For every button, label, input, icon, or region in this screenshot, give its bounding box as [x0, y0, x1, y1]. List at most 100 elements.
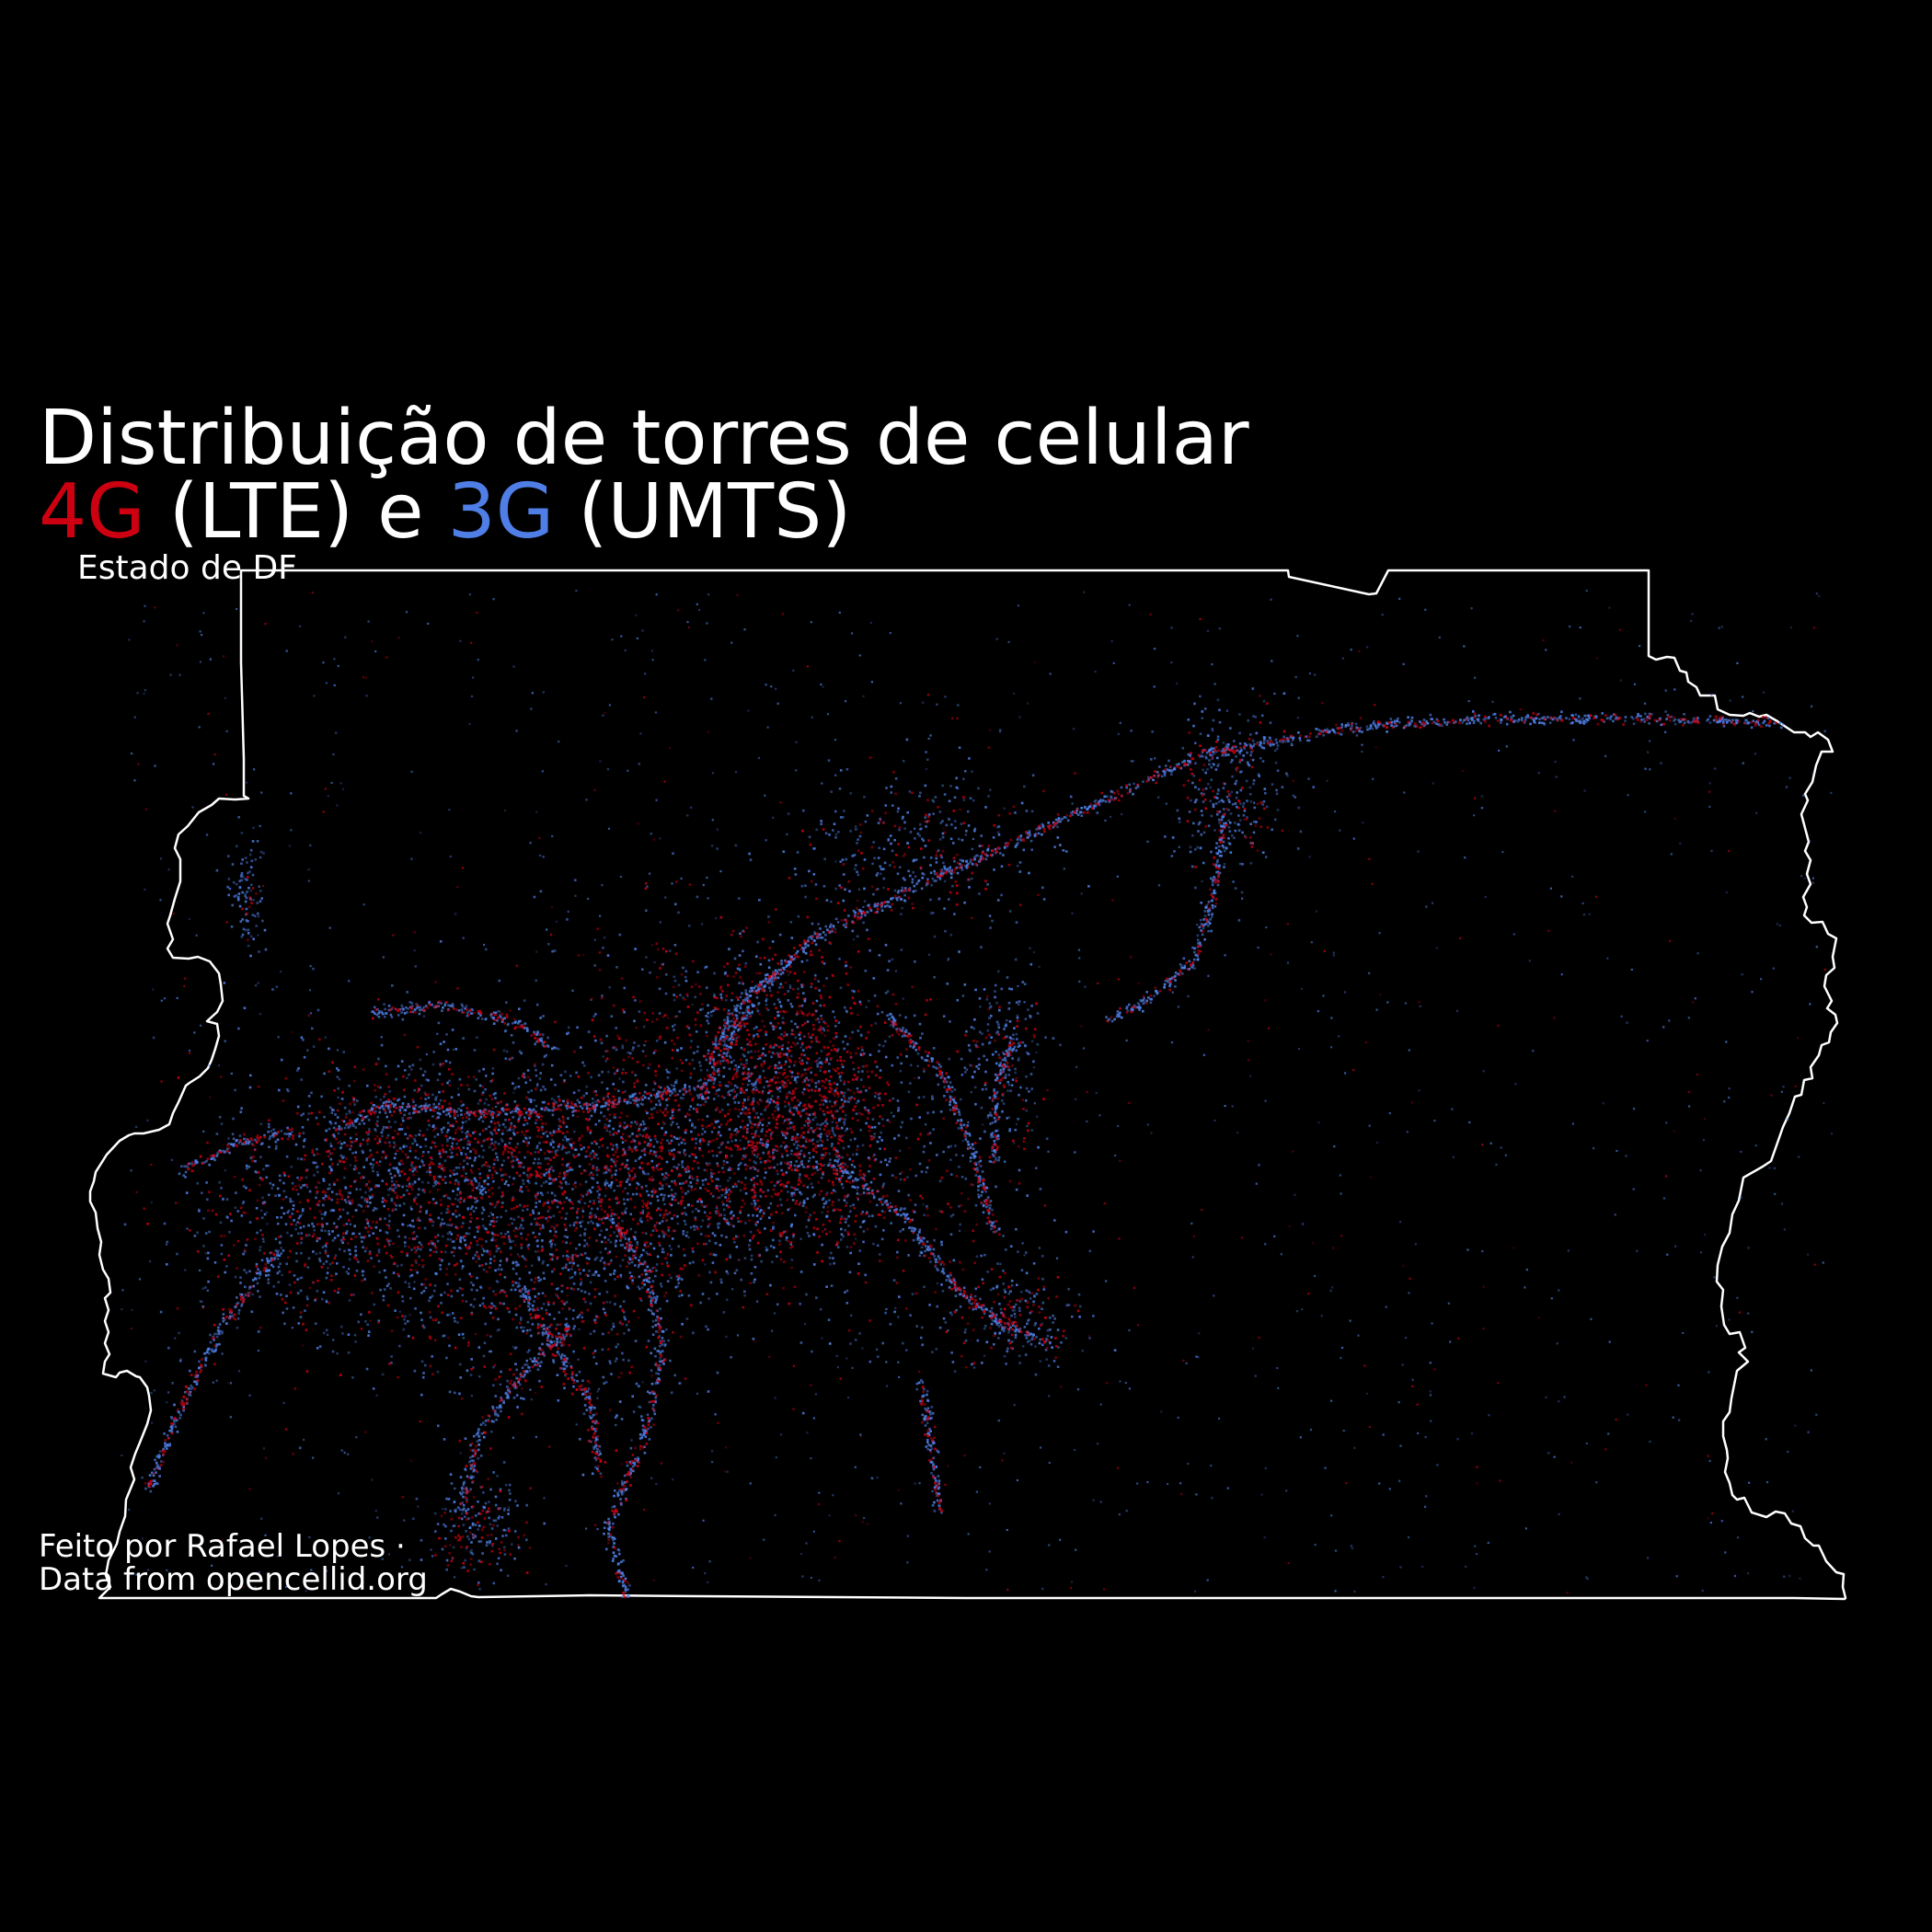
tower-dot [382, 1125, 385, 1129]
tower-dot [1052, 1321, 1054, 1324]
tower-dot [1193, 702, 1196, 706]
tower-dot [1008, 1128, 1012, 1131]
tower-dot [920, 887, 924, 891]
tower-dot [337, 1163, 339, 1166]
tower-dot [940, 1283, 943, 1286]
tower-dot [545, 1171, 548, 1175]
tower-dot [1028, 871, 1030, 875]
tower-dot [558, 1311, 561, 1314]
tower-dot [804, 951, 808, 955]
tower-dot [519, 1203, 522, 1207]
tower-dot [612, 1046, 615, 1050]
tower-dot [328, 1233, 331, 1236]
tower-dot [772, 1225, 775, 1228]
tower-dot [259, 1156, 262, 1158]
tower-dot [1064, 1230, 1068, 1234]
tower-dot [583, 1291, 587, 1294]
tower-dot [1025, 1098, 1028, 1102]
tower-dot [833, 1261, 835, 1265]
tower-dot [873, 1153, 876, 1156]
tower-dot [511, 1056, 514, 1060]
tower-dot [1213, 763, 1215, 766]
tower-dot [949, 1097, 952, 1100]
tower-dot [444, 1150, 448, 1154]
tower-dot [1092, 1315, 1095, 1317]
tower-dot [569, 1224, 572, 1227]
tower-dot [878, 1050, 880, 1052]
tower-dot [382, 1294, 385, 1298]
tower-dot [477, 1559, 481, 1562]
tower-dot [460, 1104, 464, 1108]
tower-dot [420, 1084, 423, 1087]
tower-dot [880, 1160, 882, 1164]
tower-dot [771, 1052, 775, 1054]
tower-dot [501, 1535, 504, 1537]
tower-dot [367, 1133, 370, 1136]
tower-dot [733, 1084, 737, 1087]
tower-dot [1028, 1090, 1030, 1093]
tower-dot [282, 1190, 286, 1193]
tower-dot [659, 1244, 661, 1248]
tower-dot [719, 1081, 721, 1084]
tower-dot [1034, 1322, 1037, 1325]
tower-dot [650, 1242, 652, 1246]
tower-dot [701, 1133, 704, 1136]
tower-dot [789, 1121, 792, 1124]
tower-dot [647, 1066, 650, 1070]
tower-dot [644, 1172, 647, 1176]
tower-dot [793, 1078, 797, 1081]
tower-dot [476, 1243, 479, 1247]
tower-dot [898, 1149, 902, 1153]
tower-dot [943, 793, 947, 796]
tower-dot [477, 1230, 479, 1233]
tower-dot [1087, 885, 1090, 888]
tower-dot [545, 1308, 548, 1312]
tower-dot [255, 1207, 259, 1210]
tower-dot [278, 1088, 281, 1092]
tower-dot [450, 1233, 454, 1236]
tower-dot [755, 955, 758, 959]
tower-dot [772, 1238, 775, 1242]
tower-dot [477, 1069, 481, 1073]
tower-dot [1238, 713, 1241, 716]
tower-dot [541, 1224, 545, 1227]
tower-dot [416, 1144, 419, 1146]
tower-dot [388, 1141, 391, 1144]
tower-dot [478, 1264, 481, 1268]
tower-dot [676, 1284, 680, 1288]
tower-dot [1239, 747, 1243, 750]
tower-dot [748, 1248, 752, 1251]
tower-dot [768, 1102, 771, 1105]
tower-dot [828, 1070, 831, 1073]
tower-dot [765, 977, 767, 980]
tower-dot [806, 1197, 810, 1201]
tower-dot [832, 1132, 835, 1135]
tower-dot [821, 936, 824, 939]
tower-dot [283, 1322, 286, 1326]
tower-dot [242, 927, 246, 931]
tower-dot [914, 889, 917, 892]
tower-dot [634, 1074, 637, 1076]
tower-dot [759, 1138, 763, 1141]
tower-dot [489, 1311, 492, 1315]
tower-dot [739, 932, 742, 936]
tower-dot [658, 1188, 661, 1190]
tower-dot [393, 1174, 397, 1178]
tower-dot [750, 1050, 753, 1053]
tower-dot [750, 1271, 753, 1275]
tower-dot [296, 1221, 299, 1224]
tower-dot [470, 1288, 474, 1292]
tower-dot [455, 1205, 459, 1208]
tower-dot [627, 1167, 630, 1170]
tower-dot [240, 874, 243, 877]
tower-dot [766, 1144, 769, 1146]
tower-dot [529, 1112, 533, 1115]
tower-dot [596, 1224, 599, 1227]
tower-dot [244, 878, 247, 880]
tower-dot [385, 1115, 388, 1119]
tower-dot [913, 858, 915, 862]
tower-dot [329, 1142, 332, 1145]
tower-dot [1253, 806, 1256, 810]
tower-dot [354, 1151, 358, 1154]
tower-dot [453, 1524, 456, 1527]
